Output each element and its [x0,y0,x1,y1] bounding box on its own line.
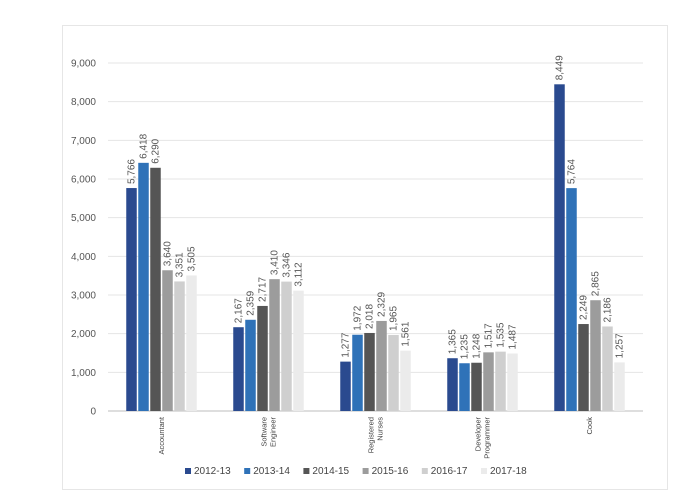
data-label: 3,346 [282,252,293,277]
data-label: 1,365 [448,329,459,354]
data-label: 2,186 [603,297,614,322]
data-label: 2,329 [377,291,388,316]
y-tick-label: 3,000 [71,291,96,302]
bar [388,335,399,411]
y-tick-label: 4,000 [71,252,96,263]
y-tick-label: 7,000 [71,136,96,147]
data-label: 5,766 [127,159,138,184]
bar [590,300,601,411]
legend-swatch [303,468,310,474]
bar [554,84,565,411]
data-label: 3,410 [270,250,281,275]
data-label: 8,449 [555,55,566,80]
y-tick-label: 6,000 [71,175,96,186]
data-label: 2,167 [234,298,245,323]
bar [459,363,470,411]
category-label: Accountant [157,416,166,454]
data-label: 3,640 [163,241,174,266]
legend-swatch [421,468,428,474]
bar [483,352,494,411]
data-label: 2,018 [365,304,376,329]
legend-label: 2013-14 [253,466,290,477]
data-label: 3,351 [175,252,186,277]
bar [400,350,411,411]
bar [447,358,458,411]
legend-label: 2015-16 [372,466,409,477]
bar [507,353,518,411]
y-tick-label: 2,000 [71,329,96,340]
bar [281,281,292,411]
bar [566,188,577,411]
data-label: 1,972 [353,305,364,330]
legend-label: 2016-17 [431,466,468,477]
data-label: 2,865 [591,271,602,296]
bar [186,275,197,411]
bar [233,327,244,411]
category-label: Cook [585,417,594,435]
data-label: 1,277 [341,332,352,357]
data-label: 1,535 [496,322,507,347]
chart-frame: 0 1,000 2,000 3,000 4,000 5,000 6,000 7,000 8,00… [62,25,668,490]
data-label: 1,965 [389,306,400,331]
bar [293,290,304,411]
y-tick-label: 1,000 [71,368,96,379]
data-label: 1,248 [472,333,483,358]
data-label: 3,505 [187,246,198,271]
data-label: 1,257 [615,333,626,358]
bar [162,270,173,411]
category-label: RegisteredNurses [367,417,385,454]
legend-swatch [244,468,251,474]
legend-swatch [481,468,487,474]
bar-chart: 0 1,000 2,000 3,000 4,000 5,000 6,000 7,000 8,00… [71,55,643,477]
bar [257,305,268,411]
y-tick-label: 0 [90,407,96,418]
bar [364,332,375,411]
bar [269,279,280,411]
data-label: 1,561 [401,321,412,346]
y-tick-label: 5,000 [71,213,96,224]
data-label: 1,517 [483,323,494,348]
data-label: 1,235 [460,334,471,359]
data-label: 2,717 [258,276,269,301]
data-label: 5,764 [567,159,578,184]
legend-swatch [362,468,369,474]
data-label: 3,112 [294,262,305,287]
bar [578,324,589,411]
bar [138,162,149,411]
bar [495,351,506,411]
data-label: 2,359 [246,290,257,315]
legend-label: 2014-15 [312,466,349,477]
bar [376,320,387,411]
data-label: 6,418 [139,133,150,158]
bar [126,188,137,411]
legend-label: 2017-18 [490,466,527,477]
bar [245,319,256,411]
legend-swatch [185,468,191,474]
bar [614,362,625,411]
category-label: DeveloperProgrammer [474,416,492,458]
bar [352,334,363,411]
bar [471,362,482,411]
bar [150,167,161,411]
bar [340,361,351,411]
category-label: SoftwareEngineer [260,417,278,448]
y-tick-label: 9,000 [71,59,96,70]
data-label: 2,249 [579,295,590,320]
y-tick-label: 8,000 [71,97,96,108]
legend-label: 2012-13 [194,466,231,477]
data-label: 1,487 [508,324,519,349]
data-label: 6,290 [151,138,162,163]
bar [174,281,185,411]
bar [602,326,613,411]
